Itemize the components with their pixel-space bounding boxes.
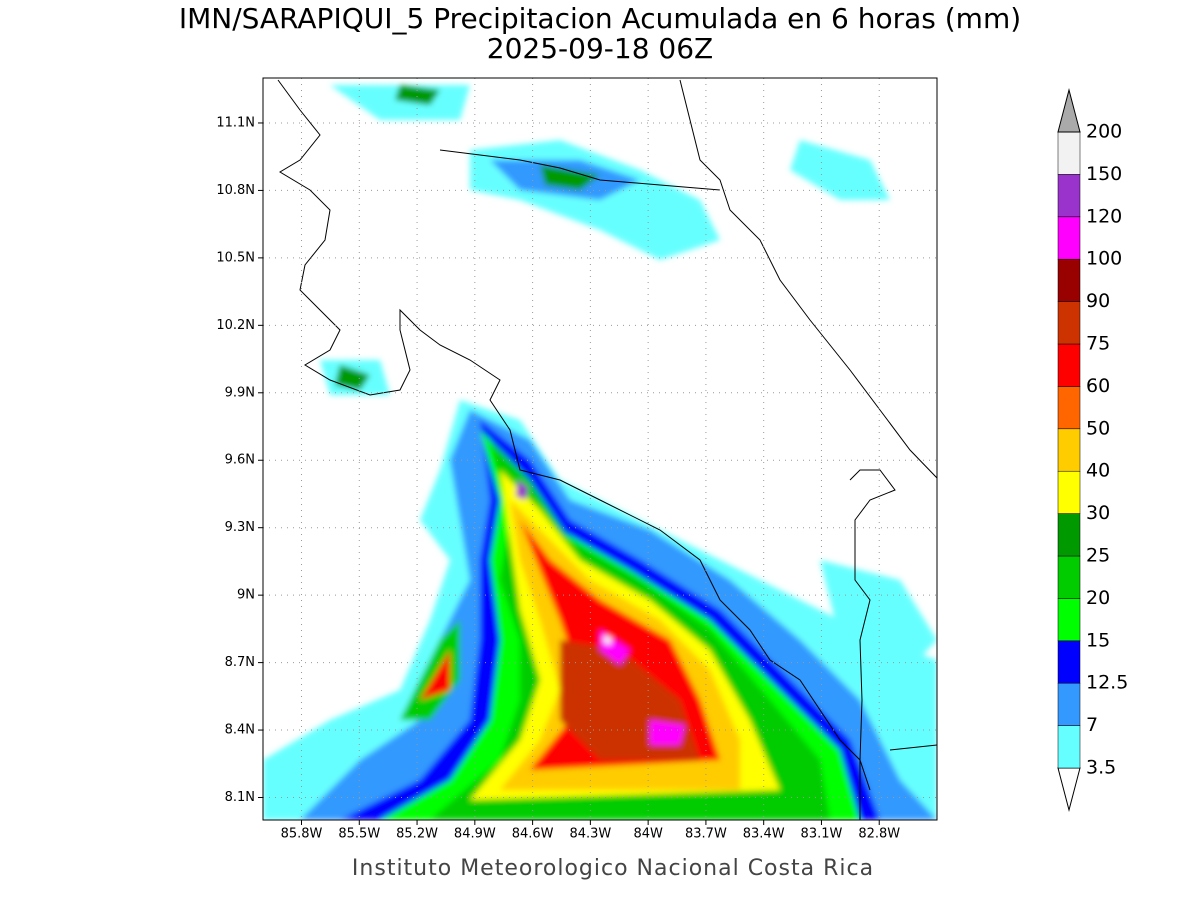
y-tick-label: 8.7N <box>225 655 255 670</box>
colorbar-label: 20 <box>1086 587 1110 609</box>
colorbar-label: 7 <box>1086 714 1098 736</box>
colorbar-box <box>1057 428 1081 472</box>
y-tick-label: 9.9N <box>225 385 255 400</box>
colorbar-label: 25 <box>1086 545 1110 567</box>
precip-field <box>263 85 937 820</box>
colorbar-label: 3.5 <box>1086 757 1116 779</box>
x-tick-label: 85.2W <box>396 827 438 842</box>
colorbar-under <box>1057 767 1081 812</box>
map-area <box>263 78 937 820</box>
colorbar-over <box>1057 88 1081 133</box>
colorbar-box <box>1057 131 1081 175</box>
x-tick-label: 83.7W <box>685 827 727 842</box>
axis-ticks: 85.8W 85.5W 85.2W 84.9W 84.6W 84.3W 84W 83.7W 83… <box>216 115 900 841</box>
colorbar-label: 50 <box>1086 417 1110 439</box>
grid <box>263 78 937 820</box>
x-tick-label: 85.5W <box>338 827 380 842</box>
x-tick-label: 83.1W <box>801 827 843 842</box>
colorbar-box <box>1057 216 1081 260</box>
precip-area <box>820 560 937 680</box>
precip-area <box>395 85 440 105</box>
colorbar-box <box>1057 386 1081 430</box>
x-tick-label: 83.4W <box>743 827 785 842</box>
precip-area <box>420 650 450 700</box>
y-tick-label: 10.5N <box>216 250 255 265</box>
y-tick-label: 8.4N <box>225 723 255 738</box>
colorbar-box <box>1057 725 1081 769</box>
colorbar: 3.5 7 12.5 15 20 25 30 40 50 60 75 90 100 120 150 200 <box>1057 88 1128 812</box>
colorbar-label: 100 <box>1086 248 1122 270</box>
footer: Instituto Meteorologico Nacional Costa R… <box>352 856 874 881</box>
x-tick-label: 84.9W <box>454 827 496 842</box>
y-tick-label: 9.3N <box>225 520 255 535</box>
colorbar-box <box>1057 343 1081 387</box>
colorbar-label: 150 <box>1086 163 1122 185</box>
x-tick-label: 85.8W <box>281 827 323 842</box>
colorbar-box <box>1057 470 1081 514</box>
y-tick-label: 10.2N <box>216 318 255 333</box>
colorbar-label: 60 <box>1086 375 1110 397</box>
colorbar-box <box>1057 301 1081 345</box>
colorbar-label: 15 <box>1086 629 1110 651</box>
colorbar-label: 30 <box>1086 502 1110 524</box>
colorbar-label: 12.5 <box>1086 672 1128 694</box>
colorbar-label: 75 <box>1086 333 1110 355</box>
colorbar-box <box>1057 640 1081 684</box>
colorbar-label: 90 <box>1086 290 1110 312</box>
colorbar-box <box>1057 174 1081 218</box>
title: IMN/SARAPIQUI_5 Precipitacion Acumulada … <box>179 2 1021 35</box>
precip-area <box>650 720 685 745</box>
colorbar-label: 40 <box>1086 460 1110 482</box>
x-tick-label: 84W <box>633 827 663 842</box>
y-tick-label: 9.6N <box>225 453 255 468</box>
y-tick-label: 8.1N <box>225 790 255 805</box>
colorbar-label: 120 <box>1086 205 1122 227</box>
colorbar-box <box>1057 258 1081 302</box>
precip-area <box>540 165 600 190</box>
subtitle: 2025-09-18 06Z <box>487 32 713 65</box>
map-frame <box>262 77 938 821</box>
precip-area <box>400 620 460 720</box>
y-tick-label: 11.1N <box>216 115 255 130</box>
precip-area <box>790 140 890 200</box>
colorbar-box <box>1057 682 1081 726</box>
colorbar-box <box>1057 598 1081 642</box>
precip-area <box>603 635 612 645</box>
precip-area <box>516 480 528 500</box>
y-tick-label: 10.8N <box>216 183 255 198</box>
x-tick-label: 84.6W <box>512 827 554 842</box>
x-tick-label: 84.3W <box>569 827 611 842</box>
coastlines <box>277 79 937 820</box>
colorbar-label: 200 <box>1086 121 1122 143</box>
precip-area <box>335 365 370 390</box>
y-tick-label: 9N <box>237 588 255 603</box>
x-tick-label: 82.8W <box>858 827 900 842</box>
colorbar-box <box>1057 555 1081 599</box>
colorbar-box <box>1057 513 1081 557</box>
